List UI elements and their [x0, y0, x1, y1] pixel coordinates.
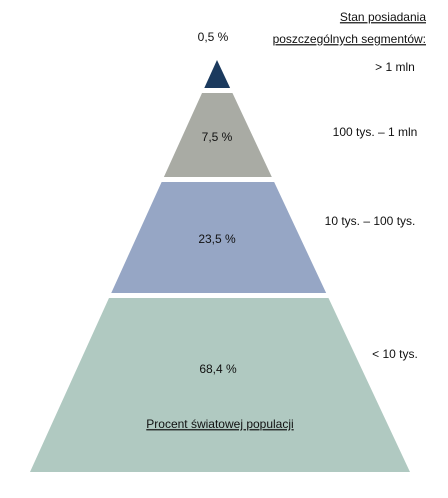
- pyramid-segment: [111, 182, 327, 293]
- value-label: 7,5 %: [202, 130, 233, 144]
- value-label: 23,5 %: [198, 232, 236, 246]
- category-label: < 10 tys.: [372, 347, 418, 361]
- pyramid-segment: [163, 93, 272, 177]
- category-label: > 1 mln: [375, 60, 415, 74]
- value-label: 68,4 %: [199, 362, 237, 376]
- value-label: 0,5 %: [198, 30, 229, 44]
- category-label: 10 tys. – 100 tys.: [325, 214, 416, 228]
- legend-title: Stan posiadania: [340, 10, 426, 24]
- pyramid-segment: [30, 298, 410, 472]
- pyramid-caption: Procent światowej populacji: [146, 417, 293, 431]
- pyramid-segment: [204, 60, 231, 88]
- legend-title: poszczególnych segmentów:: [273, 32, 426, 46]
- category-label: 100 tys. – 1 mln: [333, 125, 418, 139]
